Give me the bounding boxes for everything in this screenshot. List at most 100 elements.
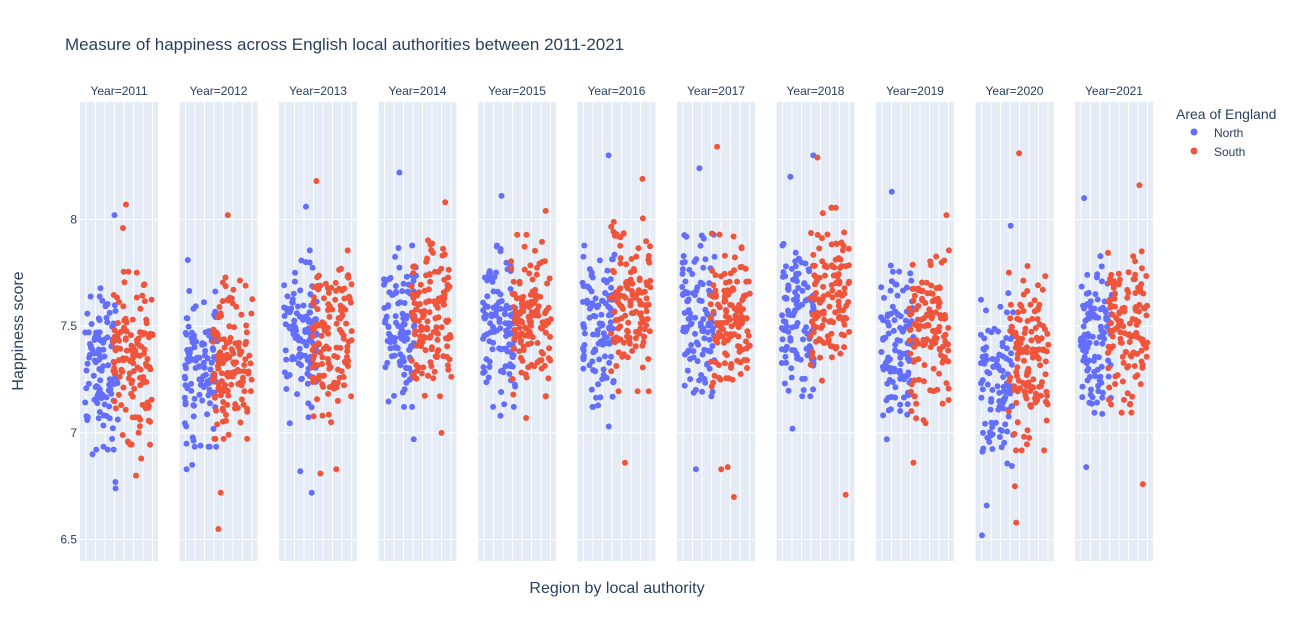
south-point <box>907 350 914 357</box>
south-point <box>133 294 140 301</box>
north-point <box>692 314 699 321</box>
north-point <box>297 468 304 475</box>
north-point <box>401 403 407 410</box>
south-point <box>722 307 729 313</box>
north-point <box>1081 354 1088 360</box>
south-point <box>536 260 543 267</box>
north-point <box>93 446 100 453</box>
south-point <box>341 358 348 365</box>
north-point <box>698 372 705 378</box>
north-point <box>510 403 517 410</box>
south-point <box>910 459 917 466</box>
north-point <box>1099 389 1106 396</box>
north-point <box>383 313 390 320</box>
south-point <box>509 290 516 297</box>
south-point <box>1023 441 1030 448</box>
south-point <box>746 342 752 349</box>
south-point <box>341 382 348 389</box>
south-point <box>542 393 549 400</box>
south-point <box>438 265 445 272</box>
south-point <box>945 385 952 392</box>
south-point <box>412 328 419 335</box>
south-point <box>143 316 150 323</box>
north-point <box>799 375 806 382</box>
legend-item-north[interactable]: North <box>1190 126 1244 140</box>
south-point <box>820 283 827 290</box>
south-point <box>811 262 818 269</box>
facet-2016: Year=2016 <box>577 84 656 561</box>
north-point <box>885 394 892 401</box>
south-point <box>611 339 618 346</box>
north-point <box>983 307 989 314</box>
south-point <box>709 267 716 274</box>
north-point <box>1097 253 1104 260</box>
south-point <box>729 285 736 292</box>
south-point <box>843 315 850 322</box>
north-point <box>606 304 613 311</box>
north-point <box>605 423 612 430</box>
north-point <box>304 370 311 377</box>
south-point <box>428 344 435 351</box>
south-point <box>246 352 253 359</box>
south-point <box>526 317 533 324</box>
north-point <box>200 373 207 380</box>
north-point <box>207 366 214 373</box>
south-point <box>333 320 340 327</box>
north-point <box>189 329 195 336</box>
south-point <box>1042 358 1049 365</box>
north-point <box>1094 296 1101 303</box>
south-point <box>115 391 122 398</box>
north-point <box>880 336 887 343</box>
south-point <box>1124 390 1131 397</box>
north-point <box>579 279 586 286</box>
south-point <box>241 362 248 368</box>
south-point <box>1013 399 1020 406</box>
south-point <box>1043 417 1050 424</box>
south-point <box>225 373 232 380</box>
south-point <box>222 274 229 281</box>
south-point <box>730 233 737 240</box>
south-point <box>637 320 644 327</box>
south-point <box>139 292 146 299</box>
north-point <box>995 363 1002 370</box>
facet-2015: Year=2015 <box>478 84 556 561</box>
north-point <box>490 324 496 330</box>
north-point <box>306 309 313 316</box>
north-point <box>897 408 904 414</box>
north-point <box>183 365 189 372</box>
south-point <box>1130 349 1137 356</box>
north-point <box>496 316 503 323</box>
north-point <box>878 349 885 355</box>
south-point <box>920 315 927 322</box>
north-point <box>298 376 305 383</box>
south-point <box>424 318 431 325</box>
facet-label: Year=2019 <box>886 84 944 98</box>
y-axis-label: Happiness score <box>10 271 27 390</box>
north-point <box>787 173 794 180</box>
south-point <box>1109 333 1116 340</box>
south-point <box>345 274 352 281</box>
south-point <box>908 381 915 388</box>
legend-item-south[interactable]: South <box>1190 145 1246 159</box>
north-point <box>595 402 602 409</box>
south-point <box>811 294 818 301</box>
north-point <box>781 294 788 301</box>
south-point <box>326 384 333 391</box>
south-point <box>617 260 624 267</box>
north-point <box>400 280 407 287</box>
south-point <box>623 279 629 286</box>
north-point <box>106 403 113 410</box>
north-point <box>486 358 493 365</box>
south-point <box>411 263 418 270</box>
south-point <box>1014 419 1021 426</box>
north-point <box>91 350 98 357</box>
north-point <box>1093 340 1100 346</box>
south-point <box>710 379 717 386</box>
south-point <box>828 318 835 324</box>
north-point <box>481 368 488 375</box>
legend-title: Area of England <box>1176 106 1276 122</box>
south-point <box>319 361 325 367</box>
south-point <box>813 312 820 319</box>
north-point <box>783 263 789 270</box>
south-point <box>843 302 850 309</box>
